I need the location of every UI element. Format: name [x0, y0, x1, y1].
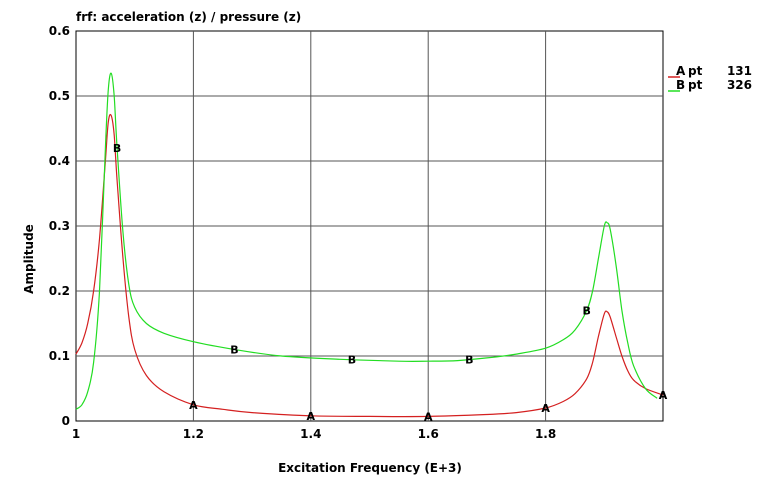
- series-line-a: [75, 113, 664, 418]
- x-axis-ticks: 1 1.2 1.4 1.6 1.8: [72, 427, 556, 441]
- series-marker-b: B: [582, 305, 590, 318]
- legend-value-b: 326: [727, 78, 752, 92]
- series-marker-b: B: [465, 354, 473, 367]
- grid-lines: [76, 31, 663, 421]
- x-axis-label: Excitation Frequency (E+3): [278, 461, 462, 475]
- y-tick-label: 0: [62, 414, 70, 428]
- series-marker-a: A: [189, 399, 198, 412]
- x-tick-label: 1.8: [535, 427, 556, 441]
- y-tick-label: 0.6: [49, 24, 70, 38]
- series-line-b: [75, 72, 658, 410]
- series-marker-a: A: [307, 410, 316, 423]
- legend-name-a: A: [676, 64, 686, 78]
- x-tick-label: 1.6: [418, 427, 439, 441]
- series-marker-a: A: [541, 402, 550, 415]
- series-layer: A A A A A B B B B B: [75, 72, 668, 423]
- chart-title: frf: acceleration (z) / pressure (z): [76, 10, 301, 24]
- series-marker-a: A: [659, 389, 668, 402]
- y-tick-label: 0.3: [49, 219, 70, 233]
- series-marker-b: B: [113, 142, 121, 155]
- legend-value-a: 131: [727, 64, 752, 78]
- y-axis-label: Amplitude: [22, 224, 36, 294]
- y-axis-ticks: 0 0.1 0.2 0.3 0.4 0.5 0.6: [49, 24, 70, 428]
- y-tick-label: 0.5: [49, 89, 70, 103]
- x-tick-label: 1.4: [300, 427, 321, 441]
- y-tick-label: 0.4: [49, 154, 70, 168]
- legend-label-a: pt: [688, 64, 703, 78]
- series-marker-b: B: [230, 344, 238, 357]
- legend-name-b: B: [676, 78, 685, 92]
- x-tick-label: 1.2: [183, 427, 204, 441]
- y-tick-label: 0.1: [49, 349, 70, 363]
- x-tick-label: 1: [72, 427, 80, 441]
- series-marker-b: B: [348, 354, 356, 367]
- y-tick-label: 0.2: [49, 284, 70, 298]
- legend-label-b: pt: [688, 78, 703, 92]
- series-marker-a: A: [424, 410, 433, 423]
